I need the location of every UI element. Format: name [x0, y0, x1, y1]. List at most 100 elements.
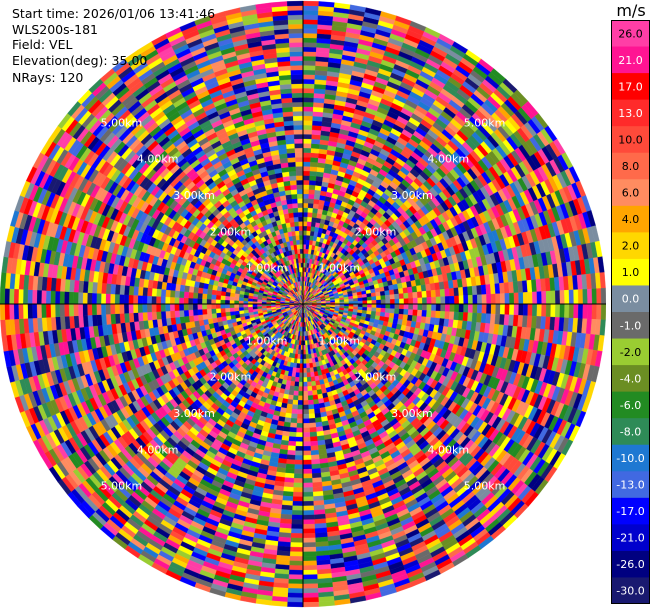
velocity-gate [304, 340, 308, 346]
velocity-gate [308, 417, 316, 424]
velocity-gate [435, 310, 441, 319]
velocity-gate [220, 303, 226, 309]
velocity-gate [160, 303, 166, 312]
velocity-gate [302, 487, 314, 493]
velocity-gate [216, 290, 222, 296]
velocity-gate [309, 436, 318, 442]
velocity-gate [31, 303, 38, 319]
velocity-gate [293, 386, 299, 392]
velocity-gate [288, 578, 304, 585]
velocity-gate [302, 510, 315, 516]
velocity-gate [302, 560, 317, 566]
velocity-gate [133, 286, 139, 296]
velocity-gate [302, 565, 318, 571]
velocity-gate [137, 286, 144, 296]
velocity-gate [311, 477, 322, 483]
velocity-gate [192, 309, 199, 316]
velocity-gate [45, 303, 52, 318]
velocity-gate [394, 303, 400, 310]
velocity-gate [91, 303, 97, 316]
velocity-gate [146, 295, 152, 305]
velocity-gate [211, 294, 217, 300]
velocity-gate [302, 409, 309, 415]
velocity-gate [458, 303, 464, 313]
velocity-gate [591, 303, 597, 320]
velocity-gate [188, 291, 194, 299]
velocity-gate [398, 313, 404, 320]
velocity-gate [179, 290, 185, 298]
velocity-gate [403, 303, 409, 310]
velocity-gate [41, 303, 47, 318]
velocity-gate [309, 422, 317, 428]
velocity-gate [298, 390, 304, 396]
velocity-gate [394, 308, 400, 315]
velocity-gate [287, 597, 304, 603]
velocity-gate [302, 445, 311, 452]
velocity-gate [132, 294, 139, 305]
velocity-gate [371, 303, 377, 308]
velocity-gate [114, 303, 120, 315]
velocity-gate [229, 307, 235, 312]
velocity-gate [431, 303, 437, 312]
velocity-gate [313, 408, 321, 414]
velocity-gate [294, 450, 304, 456]
velocity-gate [243, 306, 249, 311]
velocity-gate [298, 381, 304, 387]
velocity-gate [302, 377, 308, 383]
velocity-gate [302, 514, 315, 520]
velocity-gate [371, 307, 377, 312]
velocity-gate [105, 303, 111, 315]
velocity-gate [287, 394, 294, 401]
velocity-gate [211, 308, 217, 314]
velocity-gate [91, 292, 97, 305]
velocity-gate [216, 312, 222, 318]
velocity-gate [422, 303, 428, 311]
velocity-gate [142, 312, 148, 321]
velocity-gate [559, 303, 565, 318]
velocity-gate [453, 311, 460, 321]
velocity-gate [587, 303, 593, 320]
velocity-gate [160, 288, 167, 297]
velocity-gate [215, 294, 221, 300]
velocity-gate [4, 303, 10, 320]
velocity-gate [310, 376, 316, 382]
velocity-gate [513, 303, 519, 316]
velocity-gate [192, 303, 198, 310]
velocity-gate [285, 408, 293, 414]
velocity-gate [476, 312, 482, 323]
velocity-gate [289, 422, 297, 428]
velocity-gate [309, 427, 317, 433]
velocity-gate [291, 408, 298, 415]
velocity-gate [197, 303, 203, 310]
velocity-gate [545, 303, 552, 318]
velocity-gate [206, 293, 212, 300]
velocity-gate [292, 505, 304, 511]
velocity-gate [380, 307, 386, 313]
velocity-gate [462, 312, 469, 322]
velocity-gate [490, 303, 496, 315]
velocity-gate [174, 303, 180, 311]
velocity-gate [169, 310, 176, 319]
velocity-gate [296, 423, 304, 429]
velocity-gate [306, 376, 312, 383]
velocity-gate [376, 303, 382, 309]
velocity-gate [45, 290, 52, 305]
velocity-gate [151, 303, 157, 313]
velocity-gate [286, 403, 293, 410]
velocity-gate [471, 312, 478, 323]
velocity-gate [290, 533, 304, 539]
velocity-gate [289, 427, 297, 433]
velocity-gate [234, 307, 240, 312]
velocity-gate [288, 431, 297, 438]
velocity-gate [165, 310, 171, 319]
velocity-gate [151, 287, 158, 297]
velocity-gate [302, 450, 312, 456]
velocity-gate [311, 389, 318, 396]
velocity-gate [128, 294, 134, 305]
velocity-gate [302, 395, 309, 401]
velocity-gate [285, 468, 295, 474]
velocity-gate [307, 395, 314, 401]
velocity-gate [128, 303, 134, 314]
velocity-gate [229, 311, 236, 316]
velocity-gate [385, 303, 391, 309]
